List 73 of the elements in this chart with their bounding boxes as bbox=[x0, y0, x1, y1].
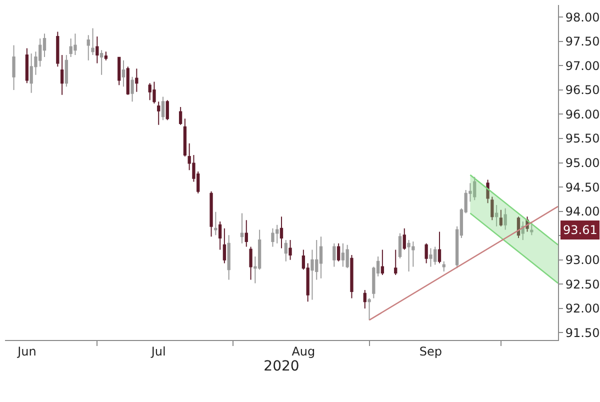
candlestick bbox=[64, 54, 68, 88]
x-tick-label: Jun bbox=[16, 344, 36, 358]
candlestick bbox=[249, 246, 252, 280]
candlestick bbox=[126, 66, 130, 96]
x-tick-label: Jul bbox=[150, 344, 166, 358]
candlestick bbox=[380, 249, 384, 276]
candlestick bbox=[214, 211, 218, 236]
candlestick bbox=[350, 254, 354, 299]
candlestick bbox=[100, 50, 104, 76]
candlestick bbox=[74, 33, 77, 56]
y-tick-label: 96.50 bbox=[565, 83, 600, 98]
candlestick bbox=[336, 242, 340, 262]
candlestick bbox=[56, 31, 60, 68]
candlestick bbox=[530, 221, 534, 236]
y-tick-label: 92.00 bbox=[565, 302, 600, 316]
y-tick-label: 98.00 bbox=[565, 10, 600, 24]
x-tick-label: Aug bbox=[292, 344, 316, 358]
candlestick bbox=[161, 96, 165, 121]
y-tick-label: 95.00 bbox=[565, 156, 600, 170]
x-axis-title: 2020 bbox=[264, 358, 300, 374]
candlestick bbox=[210, 190, 213, 238]
candlestick bbox=[118, 56, 121, 86]
annotation: 93.61 bbox=[563, 223, 598, 237]
candlestick bbox=[368, 298, 371, 321]
candlestick bbox=[346, 244, 349, 269]
y-tick-label: 92.50 bbox=[565, 277, 600, 292]
candlestick bbox=[240, 212, 244, 244]
candlestick bbox=[183, 118, 187, 157]
candlestick bbox=[271, 228, 274, 248]
candlestick bbox=[332, 242, 336, 268]
candlestick bbox=[438, 231, 442, 264]
candlestick bbox=[130, 76, 134, 102]
candlestick bbox=[394, 249, 398, 276]
candlestick bbox=[288, 239, 292, 260]
candlestick bbox=[135, 68, 138, 92]
candlestick bbox=[363, 289, 366, 309]
candlestick bbox=[222, 228, 226, 264]
y-tick-label: 95.50 bbox=[565, 132, 600, 146]
candlestick bbox=[280, 216, 284, 249]
candlestick bbox=[402, 228, 406, 250]
y-tick-label: 94.00 bbox=[565, 204, 600, 219]
candlestick bbox=[122, 60, 126, 88]
candlestick bbox=[504, 208, 507, 230]
candlestick bbox=[284, 239, 288, 262]
candlestick bbox=[407, 239, 410, 272]
candlestick bbox=[60, 54, 64, 96]
candlestick bbox=[152, 81, 156, 104]
y-tick-label: 93.00 bbox=[565, 253, 600, 268]
candlestick bbox=[104, 51, 108, 61]
candlestick bbox=[429, 248, 432, 268]
y-tick-label: 96.00 bbox=[565, 107, 600, 122]
candlestick bbox=[178, 106, 182, 126]
y-tick-label: 97.00 bbox=[565, 58, 600, 73]
candlestick bbox=[424, 242, 428, 264]
y-tick-label: 97.50 bbox=[565, 34, 600, 49]
candlestick bbox=[341, 242, 345, 268]
y-tick-label: 91.50 bbox=[565, 326, 600, 340]
candlestick bbox=[25, 48, 29, 84]
candlestick bbox=[218, 221, 222, 250]
candlestick bbox=[166, 100, 169, 121]
candlestick bbox=[91, 28, 94, 56]
candlestick bbox=[227, 234, 230, 280]
candlestick bbox=[86, 34, 90, 61]
candlestick bbox=[442, 260, 446, 272]
candlestick bbox=[494, 204, 498, 227]
candlestick bbox=[157, 101, 160, 126]
candlestick bbox=[319, 236, 323, 279]
candlestick bbox=[244, 220, 248, 248]
candlestick bbox=[96, 36, 99, 64]
candlestick bbox=[398, 232, 402, 259]
y-tick-label: 94.50 bbox=[565, 180, 600, 194]
x-tick-label: Sep bbox=[419, 344, 442, 358]
candlestick bbox=[12, 44, 16, 90]
